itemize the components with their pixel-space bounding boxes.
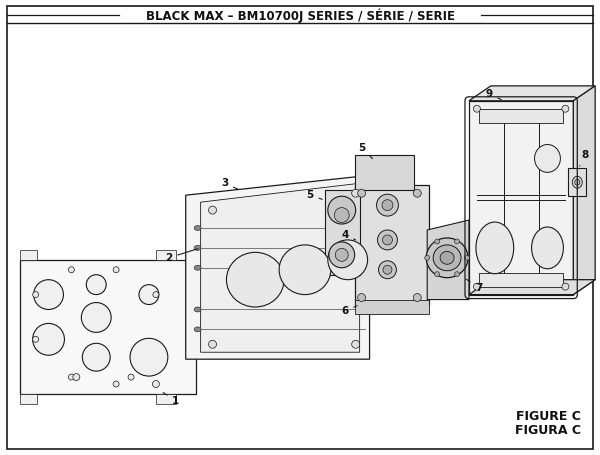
Ellipse shape <box>113 267 119 273</box>
Ellipse shape <box>532 227 563 269</box>
Ellipse shape <box>434 272 440 277</box>
Ellipse shape <box>440 251 454 264</box>
Ellipse shape <box>413 189 421 197</box>
Ellipse shape <box>379 261 397 278</box>
Text: 1: 1 <box>163 393 179 406</box>
Ellipse shape <box>383 265 392 274</box>
Polygon shape <box>325 190 359 275</box>
Text: 6: 6 <box>341 306 357 317</box>
Ellipse shape <box>152 380 160 388</box>
Ellipse shape <box>279 245 331 294</box>
Text: 5: 5 <box>358 143 373 158</box>
Ellipse shape <box>575 179 580 185</box>
Ellipse shape <box>209 206 217 214</box>
Ellipse shape <box>562 283 569 290</box>
Ellipse shape <box>434 239 440 244</box>
Text: FIGURA C: FIGURA C <box>515 424 581 437</box>
Ellipse shape <box>209 340 217 348</box>
Ellipse shape <box>572 177 582 188</box>
Polygon shape <box>479 273 563 287</box>
Ellipse shape <box>335 248 348 261</box>
Text: 8: 8 <box>580 151 589 166</box>
Ellipse shape <box>194 327 201 332</box>
Ellipse shape <box>328 196 356 224</box>
Polygon shape <box>20 394 37 404</box>
Polygon shape <box>355 156 414 190</box>
Text: BLACK MAX – BM10700J SERIES / SÉRIE / SERIE: BLACK MAX – BM10700J SERIES / SÉRIE / SE… <box>146 8 455 23</box>
Ellipse shape <box>455 239 460 244</box>
Ellipse shape <box>113 381 119 387</box>
Text: 2: 2 <box>165 249 198 263</box>
Polygon shape <box>479 109 563 123</box>
Polygon shape <box>156 250 176 260</box>
Ellipse shape <box>334 207 349 222</box>
Polygon shape <box>427 220 469 299</box>
Ellipse shape <box>328 240 368 280</box>
Ellipse shape <box>32 292 38 298</box>
Text: FIGURE C: FIGURE C <box>517 410 581 423</box>
Text: 7: 7 <box>466 279 482 293</box>
Ellipse shape <box>382 200 393 211</box>
Ellipse shape <box>73 374 80 380</box>
Ellipse shape <box>194 245 201 250</box>
Ellipse shape <box>194 307 201 312</box>
Ellipse shape <box>352 189 359 197</box>
Ellipse shape <box>130 339 168 376</box>
Ellipse shape <box>352 340 359 348</box>
Ellipse shape <box>139 285 159 304</box>
Ellipse shape <box>473 105 481 112</box>
Ellipse shape <box>32 324 64 355</box>
Polygon shape <box>469 280 595 294</box>
Ellipse shape <box>358 293 365 302</box>
Ellipse shape <box>68 267 74 273</box>
Ellipse shape <box>425 255 430 260</box>
Ellipse shape <box>464 255 469 260</box>
Polygon shape <box>568 168 586 196</box>
Ellipse shape <box>413 293 421 302</box>
Polygon shape <box>186 175 370 359</box>
Ellipse shape <box>433 245 461 271</box>
Ellipse shape <box>194 226 201 231</box>
Polygon shape <box>355 185 429 304</box>
Ellipse shape <box>153 292 159 298</box>
Polygon shape <box>200 183 359 352</box>
Ellipse shape <box>377 230 397 250</box>
Ellipse shape <box>562 105 569 112</box>
Ellipse shape <box>82 343 110 371</box>
Bar <box>469 101 574 294</box>
Ellipse shape <box>473 283 481 290</box>
Ellipse shape <box>535 145 560 172</box>
Ellipse shape <box>426 238 468 278</box>
Ellipse shape <box>32 336 38 342</box>
Text: 9: 9 <box>485 89 501 100</box>
Ellipse shape <box>34 280 64 309</box>
Ellipse shape <box>86 275 106 294</box>
Polygon shape <box>355 299 429 314</box>
Ellipse shape <box>194 265 201 270</box>
Polygon shape <box>20 260 196 394</box>
Ellipse shape <box>128 374 134 380</box>
Ellipse shape <box>382 235 392 245</box>
Polygon shape <box>469 86 595 101</box>
Ellipse shape <box>476 222 514 274</box>
Text: 3: 3 <box>221 178 238 189</box>
Text: 4: 4 <box>341 230 356 240</box>
Ellipse shape <box>358 189 365 197</box>
Polygon shape <box>574 86 595 294</box>
Ellipse shape <box>68 374 74 380</box>
Ellipse shape <box>82 303 111 332</box>
Ellipse shape <box>226 253 284 307</box>
Polygon shape <box>156 394 176 404</box>
Ellipse shape <box>329 242 355 268</box>
Ellipse shape <box>377 194 398 216</box>
Polygon shape <box>20 250 37 260</box>
Text: 5: 5 <box>307 190 322 200</box>
Ellipse shape <box>455 272 460 277</box>
